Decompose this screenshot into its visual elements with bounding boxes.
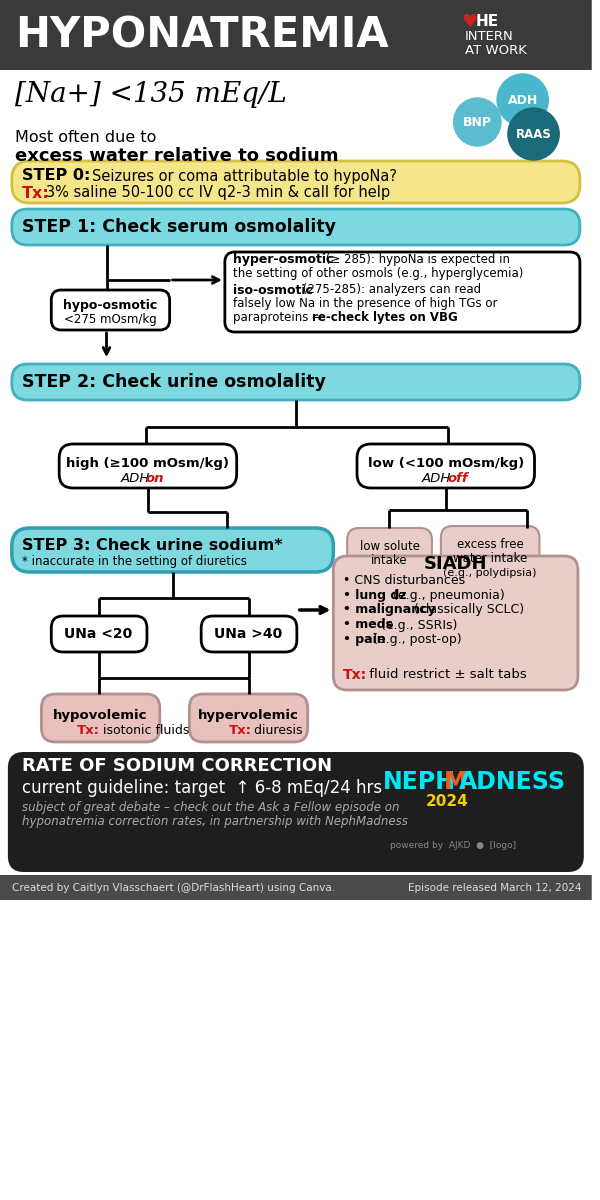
Text: Tx:: Tx:	[229, 724, 252, 737]
FancyBboxPatch shape	[12, 528, 334, 572]
Text: re-check lytes on VBG: re-check lytes on VBG	[311, 312, 457, 324]
Text: low solute: low solute	[359, 540, 419, 553]
Text: INTERN: INTERN	[464, 30, 513, 43]
FancyBboxPatch shape	[441, 526, 539, 578]
Text: ADNESS: ADNESS	[458, 770, 566, 794]
Text: ♥: ♥	[461, 13, 478, 31]
Text: SIADH: SIADH	[424, 554, 487, 572]
Text: hypo-osmotic: hypo-osmotic	[64, 300, 158, 312]
FancyBboxPatch shape	[12, 364, 580, 400]
Text: excess water relative to sodium: excess water relative to sodium	[15, 146, 338, 164]
Text: ADH: ADH	[121, 472, 154, 485]
Text: RATE OF SODIUM CORRECTION: RATE OF SODIUM CORRECTION	[22, 757, 332, 775]
Text: HE: HE	[475, 14, 499, 30]
Text: hypovolemic: hypovolemic	[53, 708, 148, 721]
Text: • meds: • meds	[343, 618, 393, 631]
Text: Created by Caitlyn Vlasschaert (@DrFlashHeart) using Canva.: Created by Caitlyn Vlasschaert (@DrFlash…	[12, 883, 335, 893]
Text: fluid restrict ± salt tabs: fluid restrict ± salt tabs	[365, 668, 527, 682]
FancyBboxPatch shape	[8, 752, 584, 872]
Text: <275 mOsm/kg: <275 mOsm/kg	[64, 313, 157, 326]
Text: diuresis: diuresis	[250, 724, 303, 737]
Text: hyper-osmotic: hyper-osmotic	[233, 253, 333, 266]
Text: ADH: ADH	[422, 472, 456, 485]
Text: falsely low Na in the presence of high TGs or: falsely low Na in the presence of high T…	[233, 298, 497, 311]
Text: high (≥100 mOsm/kg): high (≥100 mOsm/kg)	[67, 456, 229, 469]
Text: • CNS disturbances: • CNS disturbances	[343, 574, 466, 587]
Text: Tx:: Tx:	[77, 724, 100, 737]
Text: (275-285): analyzers can read: (275-285): analyzers can read	[299, 283, 481, 296]
FancyBboxPatch shape	[51, 290, 170, 330]
FancyBboxPatch shape	[347, 528, 432, 572]
Text: isotonic fluids: isotonic fluids	[98, 724, 189, 737]
Circle shape	[497, 74, 548, 126]
Text: STEP 3: Check urine sodium*: STEP 3: Check urine sodium*	[22, 538, 283, 552]
Text: on: on	[146, 472, 164, 485]
Text: Seizures or coma attributable to hypoNa?: Seizures or coma attributable to hypoNa?	[92, 168, 397, 184]
FancyBboxPatch shape	[0, 0, 592, 70]
FancyBboxPatch shape	[334, 556, 578, 690]
Text: UNa >40: UNa >40	[214, 626, 283, 641]
Text: (≥ 285): hypoNa is expected in: (≥ 285): hypoNa is expected in	[322, 253, 511, 266]
Text: intake: intake	[371, 554, 408, 568]
FancyBboxPatch shape	[225, 252, 580, 332]
Text: ADH: ADH	[508, 94, 538, 107]
Text: STEP 2: Check urine osmolality: STEP 2: Check urine osmolality	[22, 373, 326, 391]
Circle shape	[454, 98, 501, 146]
Text: RAAS: RAAS	[515, 127, 551, 140]
FancyBboxPatch shape	[12, 209, 580, 245]
FancyBboxPatch shape	[357, 444, 535, 488]
Text: 2024: 2024	[426, 794, 469, 810]
Text: * inaccurate in the setting of diuretics: * inaccurate in the setting of diuretics	[22, 556, 247, 569]
FancyBboxPatch shape	[0, 875, 592, 900]
FancyBboxPatch shape	[59, 444, 236, 488]
Text: (e.g., polydipsia): (e.g., polydipsia)	[443, 568, 537, 578]
FancyBboxPatch shape	[201, 616, 297, 652]
Text: UNa <20: UNa <20	[64, 626, 133, 641]
Text: (e.g., pneumonia): (e.g., pneumonia)	[389, 588, 505, 601]
Text: Tx:: Tx:	[22, 186, 49, 200]
Text: powered by  AJKD  ●  [logo]: powered by AJKD ● [logo]	[389, 840, 515, 850]
Circle shape	[508, 108, 559, 160]
Text: the setting of other osmols (e.g., hyperglycemia): the setting of other osmols (e.g., hyper…	[233, 268, 523, 281]
Text: HYPONATREMIA: HYPONATREMIA	[15, 14, 388, 56]
Text: off: off	[448, 472, 469, 485]
Text: current guideline: target  ↑ 6-8 mEq/24 hrs: current guideline: target ↑ 6-8 mEq/24 h…	[22, 779, 382, 797]
Text: (e.g., SSRIs): (e.g., SSRIs)	[377, 618, 457, 631]
Text: BNP: BNP	[463, 115, 492, 128]
Text: AT WORK: AT WORK	[464, 44, 526, 58]
Text: subject of great debate – check out the Ask a Fellow episode on: subject of great debate – check out the …	[22, 802, 399, 815]
Text: Tx:: Tx:	[343, 668, 367, 682]
Text: water intake: water intake	[453, 552, 527, 565]
Text: (classically SCLC): (classically SCLC)	[410, 604, 524, 617]
Text: Episode released March 12, 2024: Episode released March 12, 2024	[409, 883, 582, 893]
FancyBboxPatch shape	[190, 694, 308, 742]
Text: iso-osmotic: iso-osmotic	[233, 283, 313, 296]
Text: (e.g., post-op): (e.g., post-op)	[369, 634, 461, 647]
Text: paraproteins →: paraproteins →	[233, 312, 325, 324]
FancyBboxPatch shape	[12, 161, 580, 203]
FancyBboxPatch shape	[0, 70, 592, 210]
Text: 3% saline 50-100 cc IV q2-3 min & call for help: 3% saline 50-100 cc IV q2-3 min & call f…	[46, 186, 391, 200]
Text: • pain: • pain	[343, 634, 386, 647]
FancyBboxPatch shape	[41, 694, 160, 742]
Text: • lung dz: • lung dz	[343, 588, 407, 601]
Text: NEPH: NEPH	[383, 770, 455, 794]
Text: [Na+] <135 mEq/L: [Na+] <135 mEq/L	[15, 82, 287, 108]
Text: • malignancy: • malignancy	[343, 604, 436, 617]
Text: excess free: excess free	[457, 539, 524, 552]
FancyBboxPatch shape	[51, 616, 147, 652]
Text: STEP 0:: STEP 0:	[22, 168, 90, 184]
Text: hypervolemic: hypervolemic	[198, 708, 299, 721]
Text: STEP 1: Check serum osmolality: STEP 1: Check serum osmolality	[22, 218, 335, 236]
Text: low (<100 mOsm/kg): low (<100 mOsm/kg)	[368, 456, 524, 469]
Text: M: M	[444, 770, 467, 794]
Text: Most often due to: Most often due to	[15, 130, 156, 144]
Text: hyponatremia correction rates, in partnership with NephMadness: hyponatremia correction rates, in partne…	[22, 816, 407, 828]
